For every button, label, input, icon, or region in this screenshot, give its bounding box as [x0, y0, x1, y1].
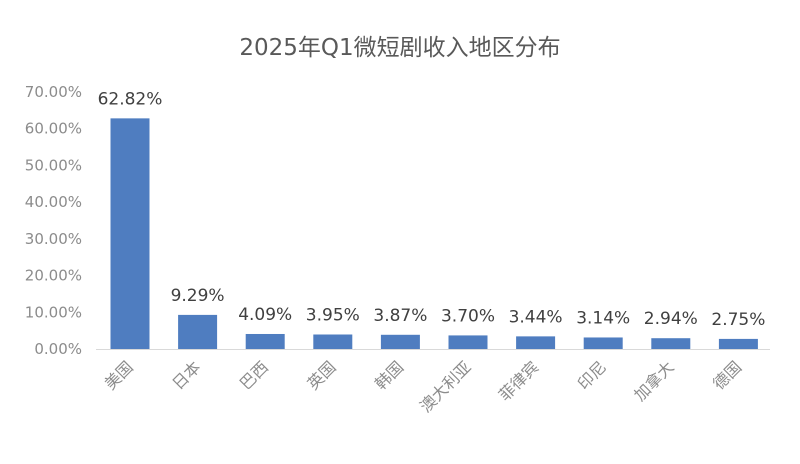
y-tick-label: 40.00% [25, 193, 82, 211]
category-label: 菲律宾 [495, 357, 542, 404]
bar [583, 337, 623, 349]
category-label: 日本 [168, 357, 204, 393]
y-tick-label: 30.00% [25, 230, 82, 248]
bar [245, 333, 285, 349]
y-tick-label: 10.00% [25, 303, 82, 321]
bar [448, 335, 488, 349]
bar [718, 338, 758, 349]
chart-title: 2025年Q1微短剧收入地区分布 [239, 35, 561, 61]
y-tick-label: 70.00% [25, 83, 82, 101]
bar [651, 338, 691, 349]
data-label: 2.94% [644, 309, 698, 329]
data-label: 3.14% [576, 308, 630, 328]
data-label: 3.87% [373, 306, 427, 326]
data-label: 3.95% [306, 305, 360, 325]
category-label: 印尼 [574, 357, 610, 393]
y-tick-label: 0.00% [34, 340, 82, 358]
bar [110, 118, 150, 349]
category-label: 德国 [709, 357, 745, 393]
category-label: 加拿大 [630, 357, 677, 404]
category-label: 美国 [101, 357, 137, 393]
data-label: 2.75% [711, 310, 765, 330]
y-tick-label: 50.00% [25, 156, 82, 174]
category-label: 韩国 [371, 357, 407, 393]
data-label: 4.09% [238, 305, 292, 325]
data-label: 3.70% [441, 306, 495, 326]
data-label: 9.29% [171, 286, 225, 306]
y-tick-label: 20.00% [25, 267, 82, 285]
category-label: 英国 [304, 357, 340, 393]
bar [516, 336, 556, 349]
category-label: 巴西 [236, 357, 272, 393]
bar [380, 334, 420, 349]
data-label: 62.82% [98, 89, 163, 109]
bar [313, 334, 353, 349]
data-label: 3.44% [509, 307, 563, 327]
category-label: 澳大利亚 [416, 357, 475, 416]
y-tick-label: 60.00% [25, 120, 82, 138]
bar [178, 314, 218, 349]
